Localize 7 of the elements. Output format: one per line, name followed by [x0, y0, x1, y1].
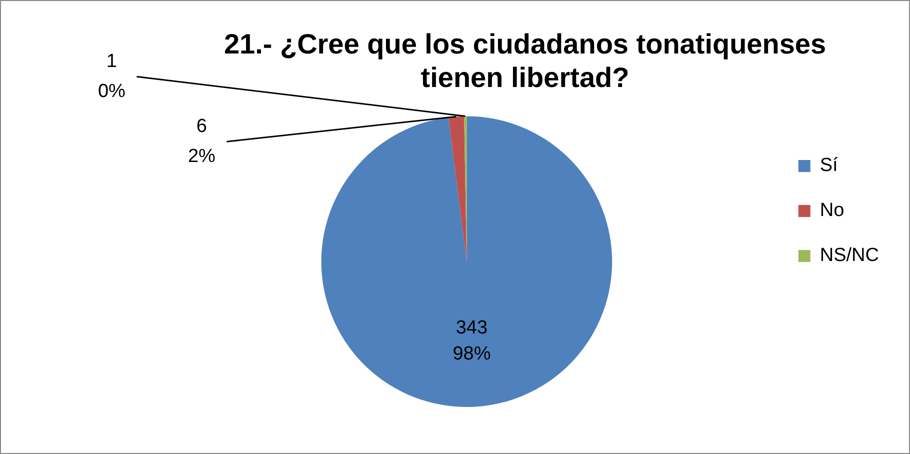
chart-title: 21.- ¿Cree que los ciudadanos tonatiquenses tienen libertad? [224, 28, 826, 94]
legend-label: No [820, 200, 844, 222]
data-label: 1 0% [98, 50, 126, 102]
data-label: 343 98% [452, 318, 491, 365]
legend-label: NS/NC [820, 245, 880, 266]
data-label: 6 2% [188, 116, 216, 167]
legend-label: Sí [820, 155, 839, 176]
